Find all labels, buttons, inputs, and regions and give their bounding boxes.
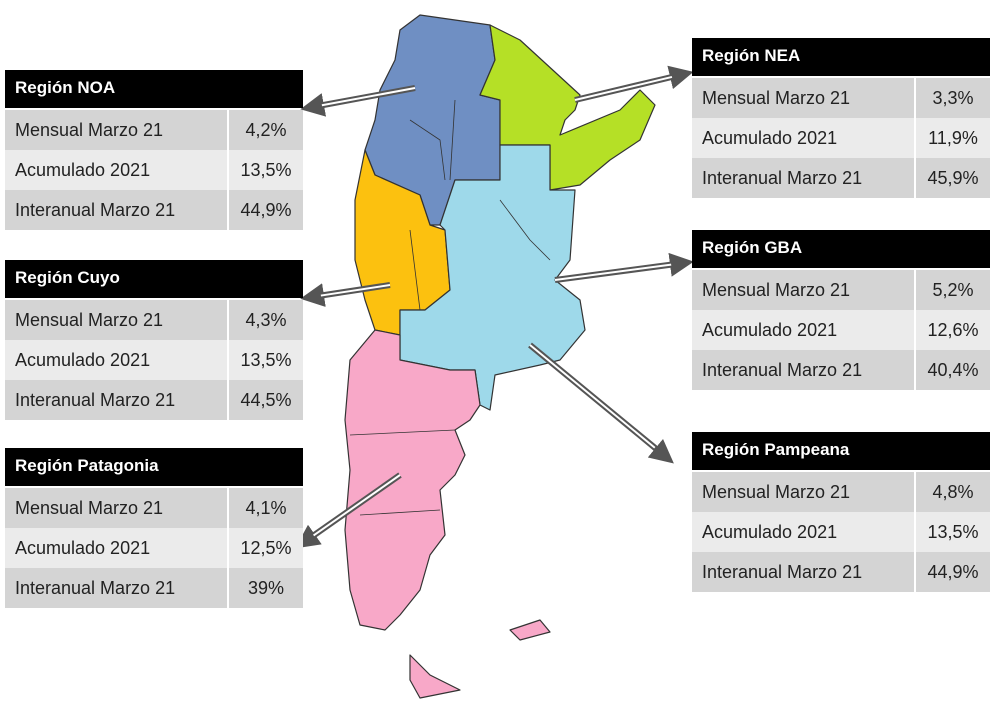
province-border [409,119,446,181]
table-row: Interanual Marzo 21 39% [5,568,303,608]
region-table: Región Pampeana Mensual Marzo 21 4,8% Acumu… [692,432,990,592]
cell-label: Mensual Marzo 21 [692,78,916,118]
region-table: Región NOA Mensual Marzo 21 4,2% Acumulado … [5,70,303,230]
cell-label: Mensual Marzo 21 [692,270,916,310]
tierra-del-fuego [409,654,461,699]
cell-value: 4,2% [245,120,287,140]
table-row: Acumulado 2021 13,5% [5,340,303,380]
table-row: Acumulado 2021 12,5% [5,528,303,568]
province-border [349,429,456,436]
cell-value: 44,5% [240,390,292,410]
table-row: Interanual Marzo 21 44,5% [5,380,303,420]
region-patagonia [344,329,481,631]
region-table: Región Patagonia Mensual Marzo 21 4,1% Acum… [5,448,303,608]
cell-value: 3,3% [932,88,974,108]
cell-label: Acumulado 2021 [5,150,229,190]
cell-value: 4,1% [245,498,287,518]
region-title: Región Patagonia [5,448,303,486]
arrow-inner [529,344,656,449]
cell-label: Acumulado 2021 [5,340,229,380]
region-nea [479,24,656,191]
region-title: Región GBA [692,230,990,268]
province-border [359,509,441,516]
cell-value: 4,8% [932,482,974,502]
cell-value: 11,9% [928,128,978,148]
cell-value: 45,9% [927,168,979,188]
cell-label: Interanual Marzo 21 [692,158,916,198]
cell-label: Mensual Marzo 21 [5,300,229,340]
cell-label: Acumulado 2021 [692,118,916,158]
table-row: Interanual Marzo 21 44,9% [5,190,303,230]
province-border [499,199,551,261]
table-row: Interanual Marzo 21 45,9% [692,158,990,198]
cell-label: Acumulado 2021 [692,512,916,552]
region-title: Región NOA [5,70,303,108]
arrow-inner [574,75,673,101]
cell-label: Acumulado 2021 [692,310,916,350]
province-border [449,99,456,181]
table-row: Acumulado 2021 12,6% [692,310,990,350]
cell-value: 44,9% [240,200,292,220]
cell-label: Mensual Marzo 21 [5,110,229,150]
cell-value: 13,5% [240,160,292,180]
table-row: Acumulado 2021 13,5% [5,150,303,190]
cell-value: 13,5% [927,522,979,542]
table-row: Mensual Marzo 21 4,8% [692,472,990,512]
region-table: Región NEA Mensual Marzo 21 3,3% Acumulado … [692,38,990,198]
table-row: Interanual Marzo 21 44,9% [692,552,990,592]
cell-value: 13,5% [240,350,292,370]
arrow-inner [320,284,391,297]
cell-label: Interanual Marzo 21 [692,350,916,390]
cell-label: Interanual Marzo 21 [5,190,229,230]
region-table: Región Cuyo Mensual Marzo 21 4,3% Acumulado… [5,260,303,420]
region-table: Región GBA Mensual Marzo 21 5,2% Acumulado … [692,230,990,390]
table-row: Interanual Marzo 21 40,4% [692,350,990,390]
table-row: Acumulado 2021 11,9% [692,118,990,158]
province-border [409,229,421,311]
table-row: Mensual Marzo 21 5,2% [692,270,990,310]
cell-value: 12,6% [927,320,979,340]
table-row: Mensual Marzo 21 3,3% [692,78,990,118]
table-row: Mensual Marzo 21 4,2% [5,110,303,150]
table-row: Acumulado 2021 13,5% [692,512,990,552]
arrow-inner [313,474,401,537]
table-row: Mensual Marzo 21 4,1% [5,488,303,528]
cell-value: 4,3% [245,310,287,330]
malvinas [509,619,551,641]
cell-value: 12,5% [240,538,292,558]
cell-label: Interanual Marzo 21 [5,380,229,420]
cell-value: 44,9% [927,562,979,582]
region-title: Región Cuyo [5,260,303,298]
table-row: Mensual Marzo 21 4,3% [5,300,303,340]
cell-label: Acumulado 2021 [5,528,229,568]
cell-label: Mensual Marzo 21 [692,472,916,512]
cell-label: Interanual Marzo 21 [692,552,916,592]
cell-label: Mensual Marzo 21 [5,488,229,528]
region-title: Región Pampeana [692,432,990,470]
arrow-inner [554,263,672,281]
arrow-inner [321,87,416,107]
cell-label: Interanual Marzo 21 [5,568,229,608]
cell-value: 39% [247,578,285,598]
cell-value: 40,4% [927,360,979,380]
cell-value: 5,2% [932,280,974,300]
region-title: Región NEA [692,38,990,76]
